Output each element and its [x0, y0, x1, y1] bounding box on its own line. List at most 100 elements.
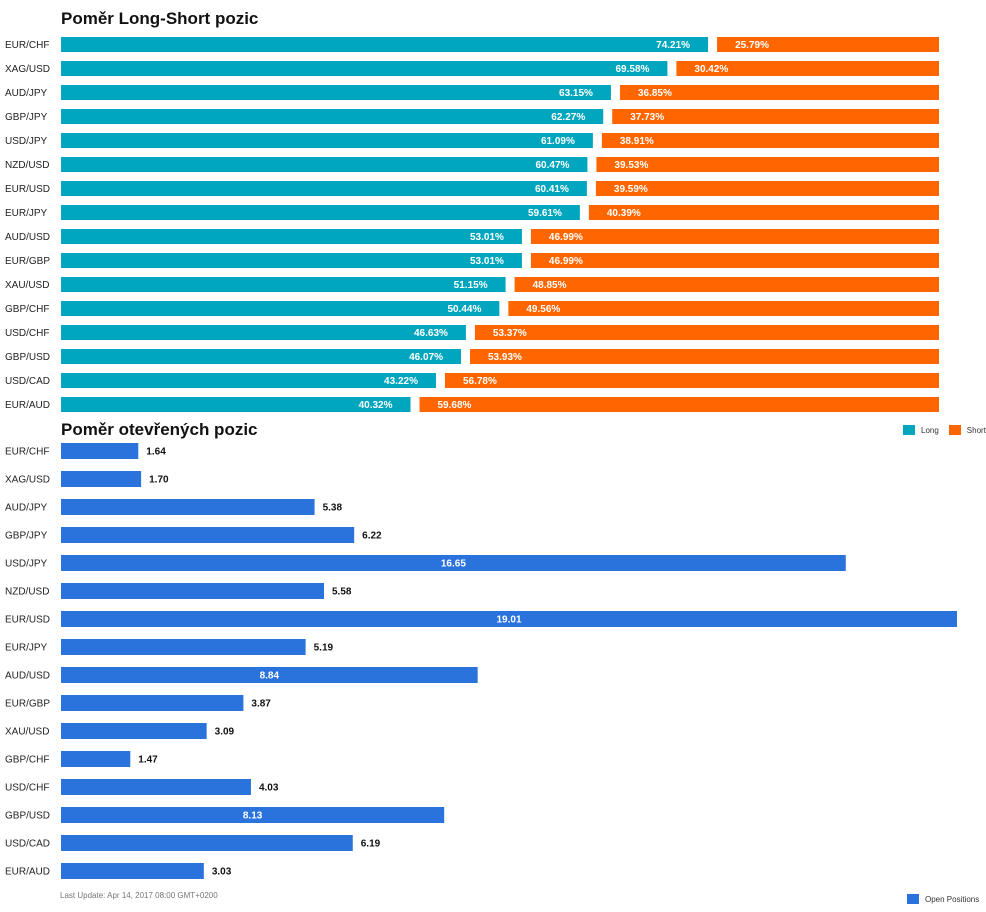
short-bar: [601, 133, 939, 148]
long-short-chart-title: Poměr Long-Short pozic: [61, 9, 259, 28]
category-label: EUR/AUD: [5, 867, 50, 878]
legend-short-swatch: [948, 425, 961, 435]
long-bar: [61, 133, 593, 148]
long-bar: [61, 37, 709, 52]
long-bar: [61, 253, 522, 268]
long-value-label: 43.22%: [384, 376, 418, 387]
category-label: GBP/USD: [5, 811, 50, 822]
long-value-label: 53.01%: [470, 256, 504, 267]
open-positions-value-label: 3.09: [215, 727, 235, 738]
open-positions-value-label: 6.22: [362, 531, 382, 542]
legend-open-positions-swatch: [907, 894, 919, 904]
open-positions-value-label: 1.47: [138, 755, 158, 766]
category-label: GBP/CHF: [5, 755, 49, 766]
long-value-label: 51.15%: [454, 280, 488, 291]
category-label: NZD/USD: [5, 587, 49, 598]
category-label: EUR/CHF: [5, 40, 49, 51]
short-bar: [612, 109, 939, 124]
open-positions-value-label: 1.64: [146, 447, 166, 458]
category-label: GBP/JPY: [5, 531, 48, 542]
open-positions-bar: [61, 527, 355, 543]
category-label: AUD/USD: [5, 671, 50, 682]
category-label: USD/JPY: [5, 559, 48, 570]
category-label: AUD/JPY: [5, 503, 48, 514]
open-positions-value-label: 5.19: [314, 643, 334, 654]
open-positions-bar: [61, 807, 445, 823]
short-bar: [514, 277, 939, 292]
long-bar: [61, 325, 466, 340]
category-label: EUR/JPY: [5, 208, 48, 219]
short-value-label: 30.42%: [694, 64, 728, 75]
long-bar: [61, 349, 461, 364]
category-label: AUD/JPY: [5, 88, 48, 99]
category-label: AUD/USD: [5, 232, 50, 243]
open-positions-value-label: 3.87: [251, 699, 271, 710]
short-value-label: 39.59%: [614, 184, 648, 195]
category-label: EUR/JPY: [5, 643, 48, 654]
long-value-label: 59.61%: [528, 208, 562, 219]
category-label: USD/JPY: [5, 136, 48, 147]
category-label: EUR/AUD: [5, 400, 50, 411]
short-bar: [596, 157, 939, 172]
short-value-label: 37.73%: [630, 112, 664, 123]
short-value-label: 36.85%: [638, 88, 672, 99]
category-label: USD/CAD: [5, 839, 50, 850]
open-positions-chart-title: Poměr otevřených pozic: [61, 420, 258, 439]
short-value-label: 53.93%: [488, 352, 522, 363]
category-label: XAG/USD: [5, 475, 50, 486]
short-bar: [444, 373, 939, 388]
short-value-label: 56.78%: [463, 376, 497, 387]
category-label: XAU/USD: [5, 727, 49, 738]
last-update-text: Last Update: Apr 14, 2017 08:00 GMT+0200: [60, 891, 218, 900]
long-value-label: 74.21%: [656, 40, 690, 51]
long-value-label: 40.32%: [359, 400, 393, 411]
long-value-label: 50.44%: [447, 304, 481, 315]
open-positions-value-label: 4.03: [259, 783, 279, 794]
short-bar: [508, 301, 939, 316]
long-value-label: 69.58%: [615, 64, 649, 75]
legend-short-label: Short: [966, 425, 986, 435]
open-positions-value-label: 5.38: [323, 503, 343, 514]
long-bar: [61, 229, 522, 244]
long-short-legend: Long Short: [903, 425, 986, 435]
open-positions-value-label: 19.01: [496, 615, 521, 626]
category-label: XAU/USD: [5, 280, 49, 291]
long-bar: [61, 301, 500, 316]
open-positions-bar: [61, 779, 251, 795]
short-value-label: 53.37%: [493, 328, 527, 339]
open-positions-value-label: 8.13: [243, 811, 263, 822]
category-label: EUR/USD: [5, 615, 50, 626]
short-bar: [474, 325, 939, 340]
open-positions-legend: Open Positions: [907, 894, 979, 904]
long-value-label: 61.09%: [541, 136, 575, 147]
category-label: GBP/CHF: [5, 304, 49, 315]
open-positions-value-label: 6.19: [361, 839, 381, 850]
legend-open-positions-label: Open Positions: [925, 894, 980, 904]
short-value-label: 46.99%: [549, 256, 583, 267]
long-bar: [61, 373, 436, 388]
open-positions-value-label: 8.84: [260, 671, 280, 682]
short-bar: [619, 85, 939, 100]
long-bar: [61, 109, 604, 124]
open-positions-bar: [61, 723, 207, 739]
open-positions-bar: [61, 443, 139, 459]
short-bar: [530, 229, 939, 244]
open-positions-bar: [61, 863, 204, 879]
long-bar: [61, 181, 587, 196]
open-positions-value-label: 5.58: [332, 587, 352, 598]
long-value-label: 60.47%: [536, 160, 570, 171]
short-bar: [419, 397, 939, 412]
long-bar: [61, 277, 506, 292]
short-value-label: 40.39%: [607, 208, 641, 219]
short-value-label: 38.91%: [620, 136, 654, 147]
open-positions-bar: [61, 695, 244, 711]
category-label: EUR/GBP: [5, 699, 50, 710]
open-positions-bar: [61, 471, 142, 487]
short-value-label: 46.99%: [549, 232, 583, 243]
category-label: EUR/USD: [5, 184, 50, 195]
open-positions-value-label: 3.03: [212, 867, 232, 878]
short-value-label: 59.68%: [438, 400, 472, 411]
category-label: EUR/GBP: [5, 256, 50, 267]
open-positions-bar: [61, 639, 306, 655]
long-value-label: 62.27%: [551, 112, 585, 123]
